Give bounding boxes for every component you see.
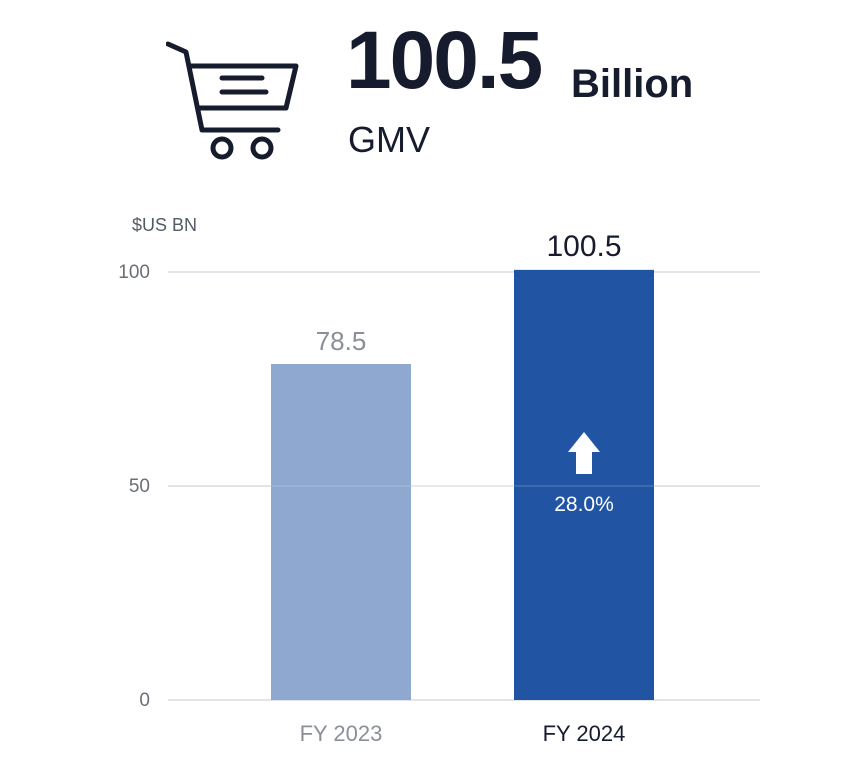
y-axis-unit-label: $US BN <box>132 215 197 235</box>
arrow-up-icon <box>568 432 600 474</box>
headline-value: 100.5 <box>346 15 543 106</box>
headline-unit: Billion <box>571 62 694 106</box>
bar-value-label: 100.5 <box>546 230 621 263</box>
growth-label: 28.0% <box>554 493 614 516</box>
x-tick-label: FY 2023 <box>300 721 383 746</box>
headline-label: GMV <box>348 119 431 160</box>
header: 100.5 Billion GMV <box>0 0 865 180</box>
bar <box>271 364 411 700</box>
shopping-cart-icon <box>166 41 299 160</box>
bar <box>514 269 654 700</box>
y-tick-label: 100 <box>118 262 150 283</box>
y-tick-label: 0 <box>139 690 150 711</box>
bar-value-label: 78.5 <box>316 326 367 356</box>
x-tick-label: FY 2024 <box>543 721 626 746</box>
bar-chart: $US BN 0 50 100 78.5 FY 2023 100.5 FY 2024 28.0% <box>0 190 865 767</box>
chart-svg: $US BN 0 50 100 78.5 FY 2023 100.5 FY 2024 28.0% <box>118 215 760 746</box>
y-tick-label: 50 <box>129 476 150 497</box>
